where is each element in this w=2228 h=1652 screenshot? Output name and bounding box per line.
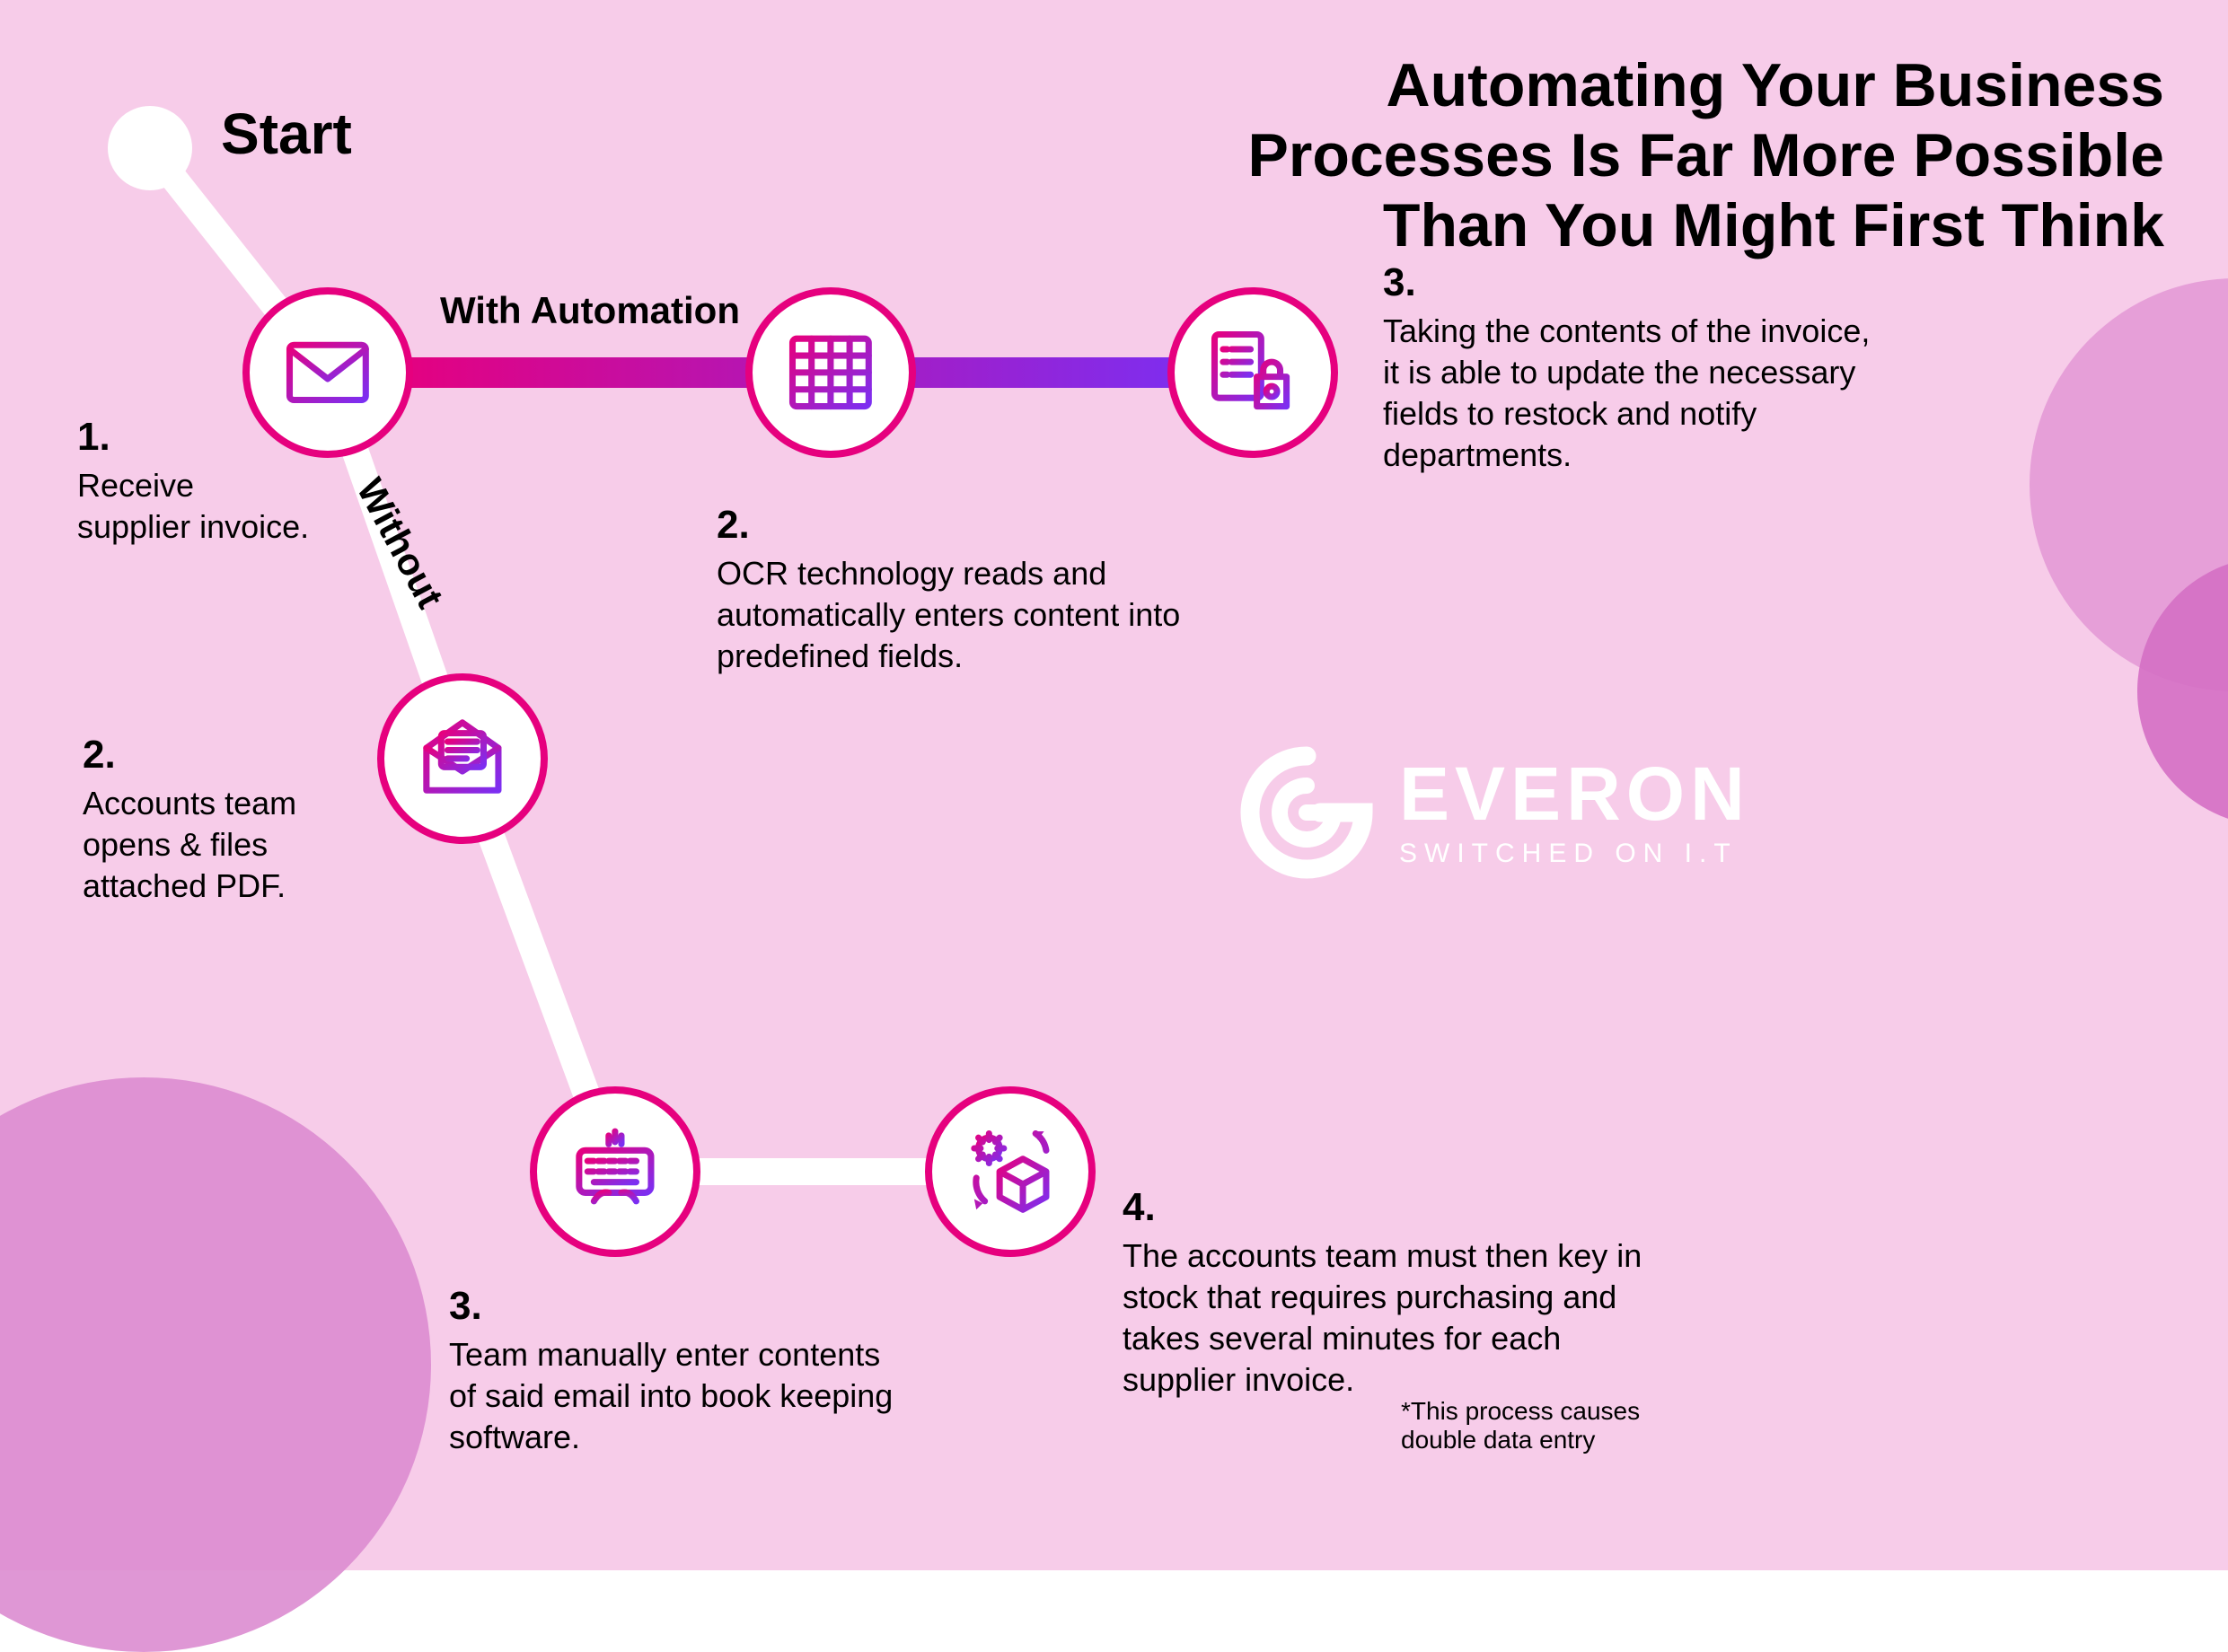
typing-icon bbox=[562, 1119, 668, 1225]
checklist-bag-icon bbox=[1200, 320, 1306, 426]
step-s1: 1. Receivesupplier invoice. bbox=[77, 415, 383, 548]
step-number: 3. bbox=[449, 1284, 916, 1329]
step-text: The accounts team must then key in stock… bbox=[1123, 1237, 1642, 1398]
step-number: 2. bbox=[83, 733, 370, 778]
node-w3 bbox=[530, 1086, 700, 1257]
start-node bbox=[108, 106, 192, 190]
infographic-canvas: StartWith AutomationWithoutAutomating Yo… bbox=[0, 0, 2228, 1570]
envelope-icon bbox=[275, 320, 381, 426]
with-automation-label: With Automation bbox=[440, 289, 740, 332]
open-mail-icon bbox=[409, 706, 515, 812]
brand-name: EVERON bbox=[1399, 756, 1750, 831]
step-text: Receivesupplier invoice. bbox=[77, 467, 309, 545]
step-w3: 3. Team manually enter contents of said e… bbox=[449, 1284, 916, 1458]
brand-mark-icon bbox=[1239, 745, 1374, 880]
node-w4 bbox=[925, 1086, 1096, 1257]
page-title: Automating Your BusinessProcesses Is Far… bbox=[1167, 50, 2164, 261]
step-number: 3. bbox=[1383, 260, 1886, 305]
step-text: Taking the contents of the invoice, it i… bbox=[1383, 312, 1870, 473]
footnote: *This process causesdouble data entry bbox=[1401, 1397, 1640, 1454]
step-number: 4. bbox=[1123, 1185, 1661, 1230]
step-text: Team manually enter contents of said ema… bbox=[449, 1336, 893, 1455]
node-a2 bbox=[745, 287, 916, 458]
step-w4: 4. The accounts team must then key in sto… bbox=[1123, 1185, 1661, 1401]
node-w2 bbox=[377, 673, 548, 844]
step-number: 2. bbox=[717, 503, 1220, 548]
step-text: Accounts teamopens & filesattached PDF. bbox=[83, 785, 296, 904]
brand-tagline: SWITCHED ON I.T bbox=[1399, 839, 1750, 869]
step-text: OCR technology reads and automatically e… bbox=[717, 555, 1180, 674]
brand-logo: EVERON SWITCHED ON I.T bbox=[1239, 745, 1750, 880]
step-a2: 2. OCR technology reads and automatically… bbox=[717, 503, 1220, 677]
start-label: Start bbox=[221, 101, 352, 167]
spreadsheet-icon bbox=[778, 320, 884, 426]
step-number: 1. bbox=[77, 415, 383, 460]
step-a3: 3. Taking the contents of the invoice, it… bbox=[1383, 260, 1886, 476]
node-a3 bbox=[1167, 287, 1338, 458]
brand-text: EVERON SWITCHED ON I.T bbox=[1399, 756, 1750, 869]
gear-box-icon bbox=[957, 1119, 1063, 1225]
step-w2: 2. Accounts teamopens & filesattached PDF… bbox=[83, 733, 370, 907]
